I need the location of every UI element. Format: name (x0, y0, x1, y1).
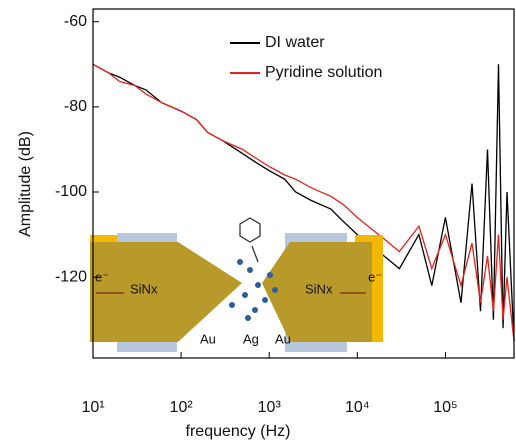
legend-label: DI water (265, 34, 325, 51)
inset-label: e⁻ (368, 269, 382, 284)
legend-label: Pyridine solution (265, 64, 382, 81)
pyridine-icon (239, 217, 261, 263)
x-axis-label: frequency (Hz) (186, 423, 291, 440)
series-line (92, 63, 515, 342)
x-tick-label: 10³ (258, 399, 282, 416)
x-tick-label: 10⁵ (433, 399, 457, 416)
x-tick-label: 10⁴ (345, 399, 370, 416)
inset-label: SiNx (130, 281, 158, 296)
particles (229, 259, 278, 321)
inset-label: Au (200, 331, 216, 346)
y-tick-label: -60 (64, 13, 87, 30)
electrode-tip (262, 242, 372, 342)
y-axis-label: Amplitude (dB) (17, 131, 34, 237)
inset-label: Ag (243, 331, 259, 346)
x-tick-label: 10² (170, 399, 194, 416)
inset-diagram: SiNx SiNx e⁻ e⁻ Au Ag Au (90, 217, 383, 352)
plot-frame (92, 8, 515, 359)
inset-label: e⁻ (95, 269, 109, 284)
electrode-tip (90, 242, 242, 342)
y-tick-label: -80 (64, 98, 87, 115)
inset-label: Au (275, 331, 291, 346)
x-tick-label: 10¹ (81, 399, 104, 416)
y-tick-label: -120 (55, 268, 87, 285)
inset-label: SiNx (305, 281, 333, 296)
y-tick-label: -100 (55, 183, 87, 200)
